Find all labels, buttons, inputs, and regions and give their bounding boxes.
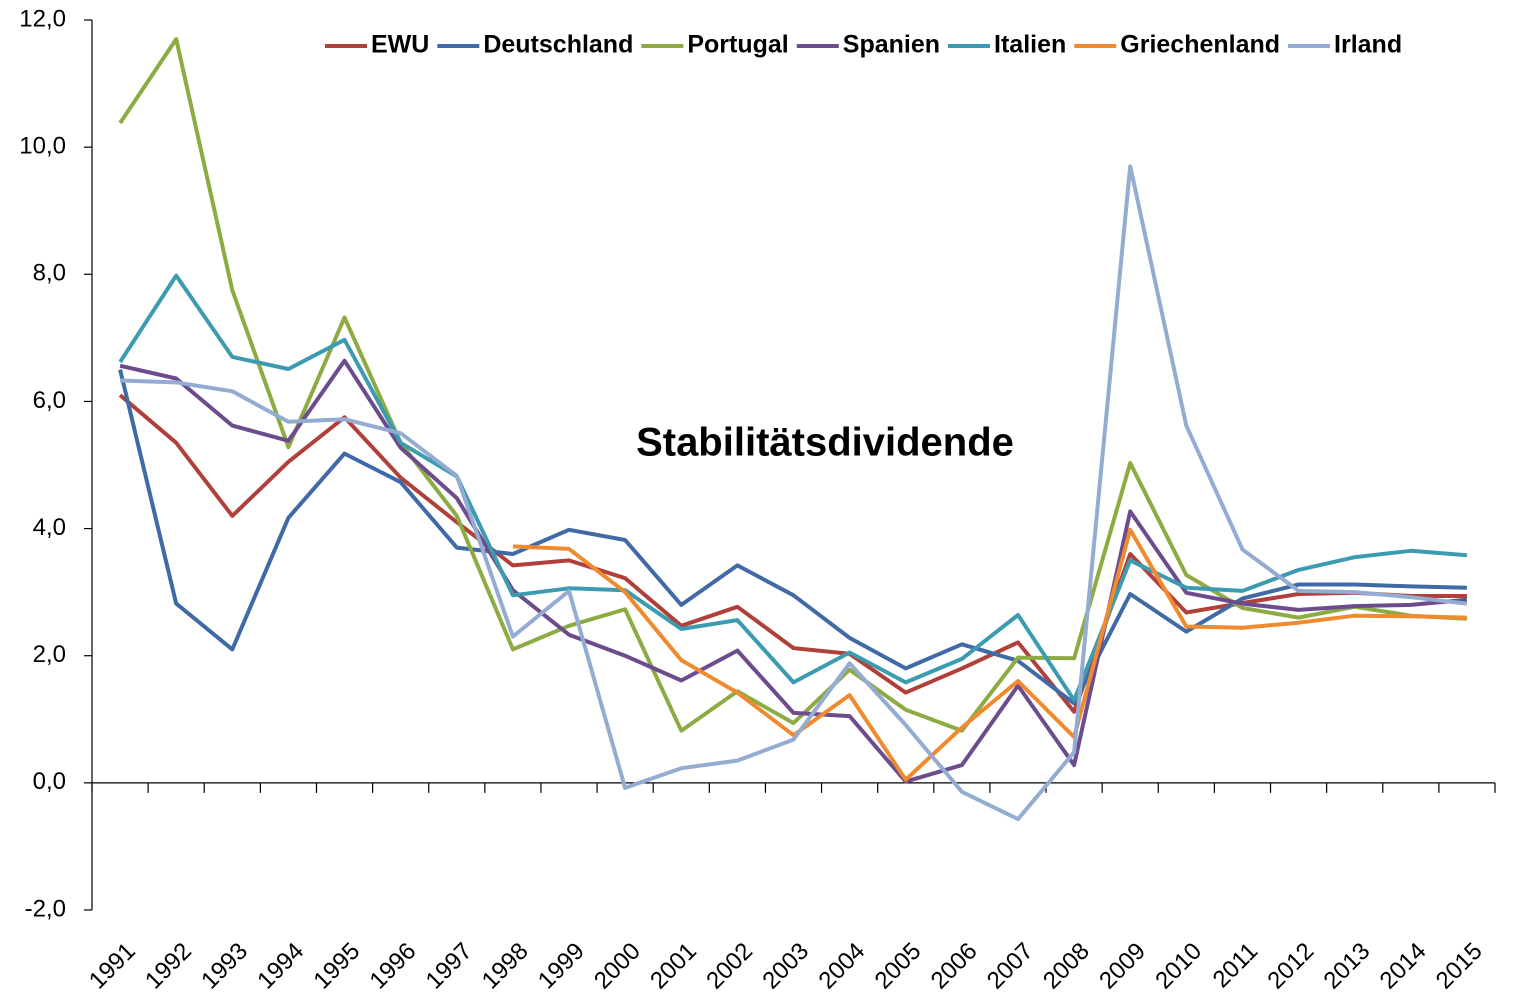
x-tick-label: 2007 [982, 938, 1039, 995]
series-line [118, 37, 1468, 733]
series-line [118, 273, 1468, 703]
x-tick-label: 2005 [870, 938, 927, 995]
series-line [118, 369, 1467, 706]
legend-label: EWU [371, 31, 429, 59]
legend-label: Griechenland [1120, 31, 1280, 59]
y-tick-label: 10,0 [19, 132, 66, 159]
x-tick-label: 1997 [421, 938, 478, 995]
x-tick-label: 1992 [140, 938, 197, 995]
legend-label: Deutschland [483, 31, 633, 59]
y-tick-label: -2,0 [25, 895, 66, 922]
x-tick-label: 2001 [645, 938, 702, 995]
series-line [119, 358, 1468, 784]
y-tick-label: 12,0 [19, 5, 66, 32]
y-tick-label: 6,0 [33, 387, 66, 414]
x-tick-label: 1998 [477, 938, 534, 995]
series-line [512, 527, 1467, 782]
legend-label: Spanien [843, 31, 940, 59]
x-tick-label: 2012 [1262, 938, 1319, 995]
x-tick-label: 1996 [365, 938, 422, 995]
x-tick-label: 2003 [757, 938, 814, 995]
x-tick-label: 2002 [701, 938, 758, 995]
y-tick-label: 2,0 [33, 641, 66, 668]
x-tick-label: 1994 [252, 938, 309, 995]
x-tick-label: 2009 [1094, 938, 1151, 995]
y-tick-label: 8,0 [33, 260, 66, 287]
x-tick-label: 1991 [84, 938, 141, 995]
legend-label: Italien [994, 31, 1066, 59]
x-tick-label: 2013 [1319, 938, 1376, 995]
x-tick-label: 2006 [926, 938, 983, 995]
x-tick-label: 2008 [1038, 938, 1095, 995]
legend-label: Irland [1334, 31, 1402, 59]
x-tick-label: 2010 [1150, 938, 1207, 995]
series-line [120, 164, 1468, 822]
y-tick-label: 4,0 [33, 514, 66, 541]
x-tick-label: 2011 [1208, 938, 1264, 994]
x-tick-label: 2014 [1375, 938, 1432, 995]
x-tick-label: 1999 [533, 938, 590, 995]
x-tick-label: 2004 [814, 938, 871, 995]
annotation: Stabilitätsdividende [636, 421, 1014, 465]
x-tick-label: 1993 [196, 938, 253, 995]
x-tick-label: 2015 [1431, 938, 1488, 995]
x-tick-label: 1995 [308, 938, 365, 995]
y-tick-label: 0,0 [33, 768, 66, 795]
x-tick-label: 2000 [589, 938, 646, 995]
legend-label: Portugal [687, 31, 788, 59]
